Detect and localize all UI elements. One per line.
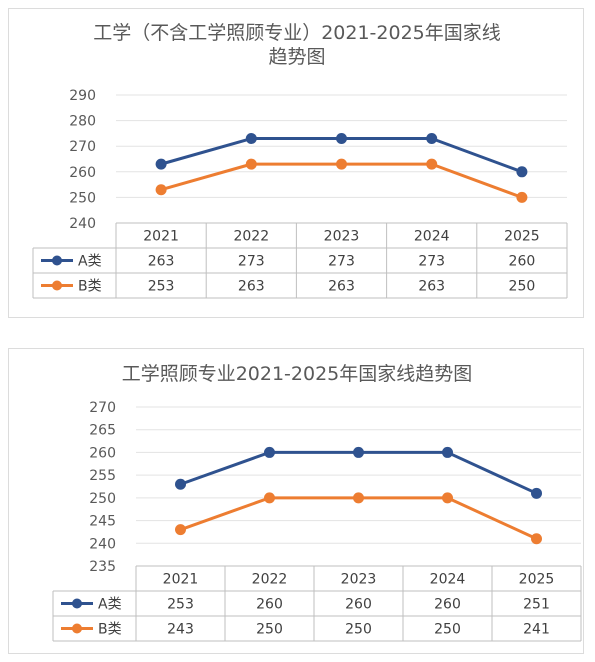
- table-value-cell: 260: [256, 597, 283, 613]
- y-tick-label: 250: [89, 491, 116, 507]
- table-value-cell: 250: [434, 622, 461, 638]
- data-point-b: [264, 492, 275, 504]
- data-point-b: [175, 524, 186, 536]
- table-value-cell: 250: [509, 279, 536, 295]
- legend-label: A类: [78, 254, 102, 270]
- legend-label: A类: [98, 597, 122, 613]
- table-value-cell: 263: [328, 279, 355, 295]
- table-value-cell: 263: [148, 254, 175, 270]
- legend-key-marker: [52, 255, 62, 266]
- table-value-cell: 253: [167, 597, 194, 613]
- category-label: 2022: [252, 572, 288, 588]
- table-value-cell: 273: [328, 254, 355, 270]
- y-tick-label: 245: [89, 514, 116, 530]
- category-label: 2023: [341, 572, 377, 588]
- table-value-cell: 273: [418, 254, 445, 270]
- y-tick-label: 260: [89, 445, 116, 461]
- y-tick-label: 270: [69, 139, 96, 155]
- chart-panel-special: 工学照顾专业2021-2025年国家线趋势图 270 265 260 255 250 245…: [8, 348, 584, 654]
- chart-title-line: 趋势图: [268, 46, 325, 68]
- data-point-b: [442, 492, 453, 504]
- y-tick-label: 280: [69, 114, 96, 130]
- category-label: 2025: [504, 229, 540, 245]
- category-label: 2023: [324, 229, 360, 245]
- data-point-a: [426, 133, 438, 145]
- legend-key-marker: [72, 598, 82, 609]
- data-point-b: [516, 191, 528, 203]
- table-value-cell: 251: [523, 597, 550, 613]
- category-label: 2025: [519, 572, 555, 588]
- data-point-a: [175, 478, 186, 490]
- table-value-cell: 260: [345, 597, 372, 613]
- data-point-a: [516, 166, 528, 178]
- legend-label: B类: [78, 279, 102, 295]
- category-label: 2024: [430, 572, 466, 588]
- y-tick-label: 240: [89, 536, 116, 552]
- table-value-cell: 263: [418, 279, 445, 295]
- data-point-a: [155, 158, 167, 170]
- y-tick-label: 235: [89, 559, 116, 575]
- data-point-b: [245, 158, 257, 170]
- table-value-cell: 250: [345, 622, 372, 638]
- legend-key-marker: [52, 280, 62, 291]
- y-tick-label: 290: [69, 88, 96, 104]
- data-point-b: [336, 158, 347, 170]
- legend-key-marker: [72, 623, 82, 634]
- data-point-b: [426, 158, 438, 170]
- y-tick-label: 255: [89, 468, 116, 484]
- table-value-cell: 273: [238, 254, 265, 270]
- category-label: 2021: [163, 572, 199, 588]
- y-tick-label: 240: [69, 216, 96, 232]
- y-tick-label: 265: [89, 423, 116, 439]
- category-label: 2021: [143, 229, 179, 245]
- data-point-b: [155, 184, 167, 196]
- chart-title-line: 工学（不含工学照顾专业）2021-2025年国家线: [93, 22, 501, 44]
- table-value-cell: 253: [148, 279, 175, 295]
- series-line-a: [179, 450, 538, 495]
- chart-title-line: 工学照顾专业2021-2025年国家线趋势图: [122, 363, 473, 385]
- table-value-cell: 243: [167, 622, 194, 638]
- legend-label: B类: [98, 622, 122, 638]
- y-tick-label: 250: [69, 190, 96, 206]
- data-point-a: [336, 133, 347, 145]
- data-point-a: [442, 446, 453, 458]
- category-label: 2022: [233, 229, 269, 245]
- table-value-cell: 260: [509, 254, 536, 270]
- chart-svg-special: 工学照顾专业2021-2025年国家线趋势图 270 265 260 255 250 245…: [52, 363, 582, 642]
- table-value-cell: 241: [523, 622, 550, 638]
- chart-panel-general: 工学（不含工学照顾专业）2021-2025年国家线 趋势图 290 280 270 260…: [8, 8, 584, 318]
- table-value-cell: 250: [256, 622, 283, 638]
- data-point-a: [531, 487, 542, 499]
- data-point-a: [353, 446, 364, 458]
- data-point-b: [531, 533, 542, 545]
- y-tick-label: 270: [89, 400, 116, 416]
- data-point-a: [264, 446, 275, 458]
- table-value-cell: 263: [238, 279, 265, 295]
- data-point-a: [245, 133, 257, 145]
- data-point-b: [353, 492, 364, 504]
- series-line-b: [179, 496, 538, 541]
- table-value-cell: 260: [434, 597, 461, 613]
- category-label: 2024: [414, 229, 450, 245]
- chart-svg-general: 工学（不含工学照顾专业）2021-2025年国家线趋势图 290 280 270 260…: [32, 22, 568, 299]
- y-tick-label: 260: [69, 165, 96, 181]
